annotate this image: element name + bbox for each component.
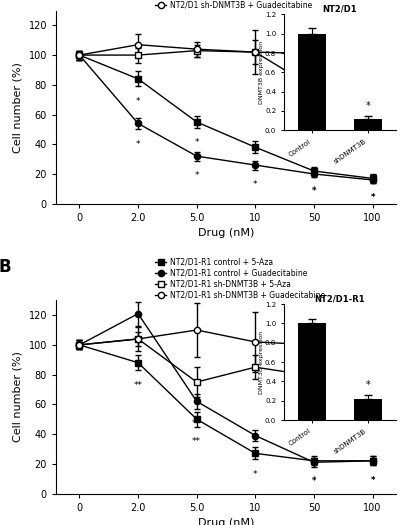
Text: **: ** bbox=[134, 381, 142, 390]
Y-axis label: Cell number (%): Cell number (%) bbox=[13, 61, 23, 153]
Text: *: * bbox=[253, 452, 258, 461]
Text: **: ** bbox=[192, 419, 201, 428]
Text: **: ** bbox=[134, 336, 142, 345]
Text: B: B bbox=[0, 258, 11, 276]
Text: *: * bbox=[136, 140, 140, 149]
Text: *: * bbox=[253, 180, 258, 189]
Text: *: * bbox=[136, 97, 140, 106]
Text: *: * bbox=[194, 138, 199, 148]
Text: *: * bbox=[370, 193, 375, 202]
Text: *: * bbox=[370, 476, 375, 485]
Legend: NT2/D1 control + 5-Aza, NT2/D1 control + Guadecitabine, NT2/D1 sh-DNMT3B + 5-Aza: NT2/D1 control + 5-Aza, NT2/D1 control +… bbox=[155, 0, 312, 9]
Text: *: * bbox=[253, 164, 258, 173]
X-axis label: Drug (nM): Drug (nM) bbox=[198, 228, 254, 238]
Text: *: * bbox=[253, 470, 258, 479]
Text: *: * bbox=[370, 476, 375, 485]
Text: *: * bbox=[312, 476, 316, 485]
Text: *: * bbox=[312, 477, 316, 486]
Legend: NT2/D1-R1 control + 5-Aza, NT2/D1-R1 control + Guadecitabine, NT2/D1-R1 sh-DNMT3: NT2/D1-R1 control + 5-Aza, NT2/D1-R1 con… bbox=[155, 258, 325, 299]
Text: *: * bbox=[194, 171, 199, 180]
X-axis label: Drug (nM): Drug (nM) bbox=[198, 518, 254, 525]
Text: *: * bbox=[370, 193, 375, 202]
Text: **: ** bbox=[192, 437, 201, 446]
Y-axis label: Cell number (%): Cell number (%) bbox=[13, 351, 23, 443]
Text: *: * bbox=[312, 187, 316, 196]
Text: *: * bbox=[312, 186, 316, 195]
